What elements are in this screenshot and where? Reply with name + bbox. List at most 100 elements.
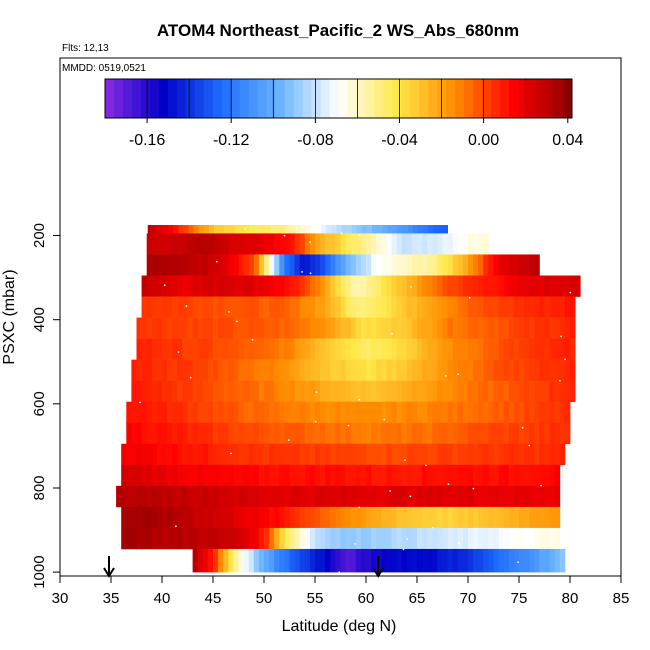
heatmap-cell bbox=[141, 317, 148, 339]
heatmap-cell bbox=[473, 380, 479, 403]
heatmap-cell bbox=[401, 296, 408, 318]
colorbar-segment bbox=[105, 79, 115, 118]
heatmap-cell bbox=[462, 527, 469, 550]
heatmap-cell bbox=[376, 254, 382, 276]
heatmap-cell bbox=[284, 422, 290, 445]
heatmap-cell bbox=[218, 338, 224, 360]
heatmap-cell bbox=[549, 485, 556, 508]
heatmap-cell bbox=[141, 527, 148, 550]
heatmap-cell bbox=[447, 548, 454, 573]
colorbar-segment bbox=[257, 79, 268, 118]
heatmap-cell bbox=[151, 380, 158, 403]
heatmap-cell bbox=[513, 296, 520, 318]
sample-dot bbox=[228, 311, 230, 313]
heatmap-cell bbox=[493, 254, 499, 276]
heatmap-cell bbox=[468, 506, 474, 529]
heatmap-cell bbox=[376, 317, 382, 339]
sample-dot bbox=[457, 373, 460, 376]
heatmap-cell bbox=[396, 359, 403, 381]
heatmap-cell bbox=[325, 380, 331, 403]
colorbar-tick-label: -0.04 bbox=[381, 132, 418, 149]
sample-dot bbox=[391, 332, 393, 335]
heatmap-cell bbox=[249, 225, 256, 234]
heatmap-cell bbox=[141, 296, 148, 318]
heatmap-cell bbox=[360, 338, 367, 360]
heatmap-cell bbox=[462, 275, 469, 297]
heatmap-cell bbox=[549, 527, 556, 550]
heatmap-cell bbox=[197, 317, 204, 339]
colorbar-segment bbox=[446, 79, 456, 118]
heatmap-cell bbox=[554, 548, 561, 573]
heatmap-cell bbox=[218, 296, 224, 318]
colorbar-segment bbox=[239, 79, 250, 118]
heatmap-cell bbox=[513, 464, 520, 487]
heatmap-cell bbox=[539, 401, 545, 424]
heatmap-cell bbox=[462, 506, 469, 529]
heatmap-cell bbox=[432, 401, 438, 424]
heatmap-cell bbox=[213, 506, 219, 529]
heatmap-cell bbox=[462, 443, 469, 466]
heatmap-cell bbox=[243, 359, 250, 381]
heatmap-cell bbox=[202, 380, 209, 403]
x-tick-label: 85 bbox=[613, 590, 630, 607]
heatmap-cell bbox=[513, 422, 520, 445]
heatmap-cell bbox=[483, 548, 489, 573]
heatmap-cell bbox=[417, 527, 423, 550]
heatmap-cell bbox=[233, 317, 239, 339]
heatmap-cell bbox=[228, 296, 234, 318]
heatmap-cell bbox=[345, 359, 352, 381]
heatmap-cell bbox=[146, 401, 153, 424]
heatmap-cell bbox=[457, 485, 464, 508]
heatmap-cell bbox=[534, 548, 540, 573]
heatmap-cell bbox=[376, 422, 382, 445]
heatmap-cell bbox=[350, 317, 357, 339]
heatmap-cell bbox=[452, 233, 459, 255]
plot-frame bbox=[59, 57, 622, 577]
y-tick-label: 200 bbox=[31, 223, 48, 248]
heatmap-cell bbox=[360, 254, 367, 276]
heatmap-cell bbox=[162, 506, 168, 529]
sample-dot bbox=[177, 351, 180, 353]
heatmap-cell bbox=[366, 380, 372, 403]
heatmap-cell bbox=[427, 464, 433, 487]
heatmap-cell bbox=[355, 254, 362, 276]
heatmap-cell bbox=[422, 548, 428, 573]
heatmap-cell bbox=[539, 464, 545, 487]
heatmap-cell bbox=[202, 233, 209, 255]
heatmap-cell bbox=[336, 225, 342, 234]
heatmap-cell bbox=[433, 225, 439, 234]
heatmap-cell bbox=[299, 527, 306, 550]
heatmap-cell bbox=[198, 225, 205, 234]
heatmap-cell bbox=[371, 422, 377, 445]
heatmap-cell bbox=[462, 338, 469, 360]
heatmap-cell bbox=[554, 401, 561, 424]
heatmap-cell bbox=[529, 485, 535, 508]
heatmap-cell bbox=[202, 359, 209, 381]
heatmap-cell bbox=[213, 275, 219, 297]
heatmap-cell bbox=[396, 464, 403, 487]
heatmap-cell bbox=[325, 422, 331, 445]
heatmap-cell bbox=[258, 464, 265, 487]
heatmap-cell bbox=[401, 317, 408, 339]
heatmap-cell bbox=[350, 338, 357, 360]
heatmap-cell bbox=[401, 464, 408, 487]
heatmap-cell bbox=[493, 506, 499, 529]
heatmap-cell bbox=[197, 464, 204, 487]
colorbar-segment bbox=[509, 79, 519, 118]
heatmap-cell bbox=[136, 422, 142, 445]
heatmap-cell bbox=[233, 443, 239, 466]
heatmap-cell bbox=[498, 338, 505, 360]
heatmap-cell bbox=[350, 548, 357, 573]
heatmap-cell bbox=[513, 548, 520, 573]
heatmap-cell bbox=[213, 296, 219, 318]
heatmap-cell bbox=[315, 548, 321, 573]
heatmap-cell bbox=[559, 443, 566, 466]
heatmap-cell bbox=[182, 380, 188, 403]
heatmap-cell bbox=[427, 422, 433, 445]
heatmap-cell bbox=[253, 317, 260, 339]
heatmap-cell bbox=[483, 233, 489, 255]
heatmap-cell bbox=[192, 443, 199, 466]
heatmap-cell bbox=[508, 527, 515, 550]
colorbar-segment bbox=[320, 79, 330, 118]
heatmap-cell bbox=[539, 527, 545, 550]
